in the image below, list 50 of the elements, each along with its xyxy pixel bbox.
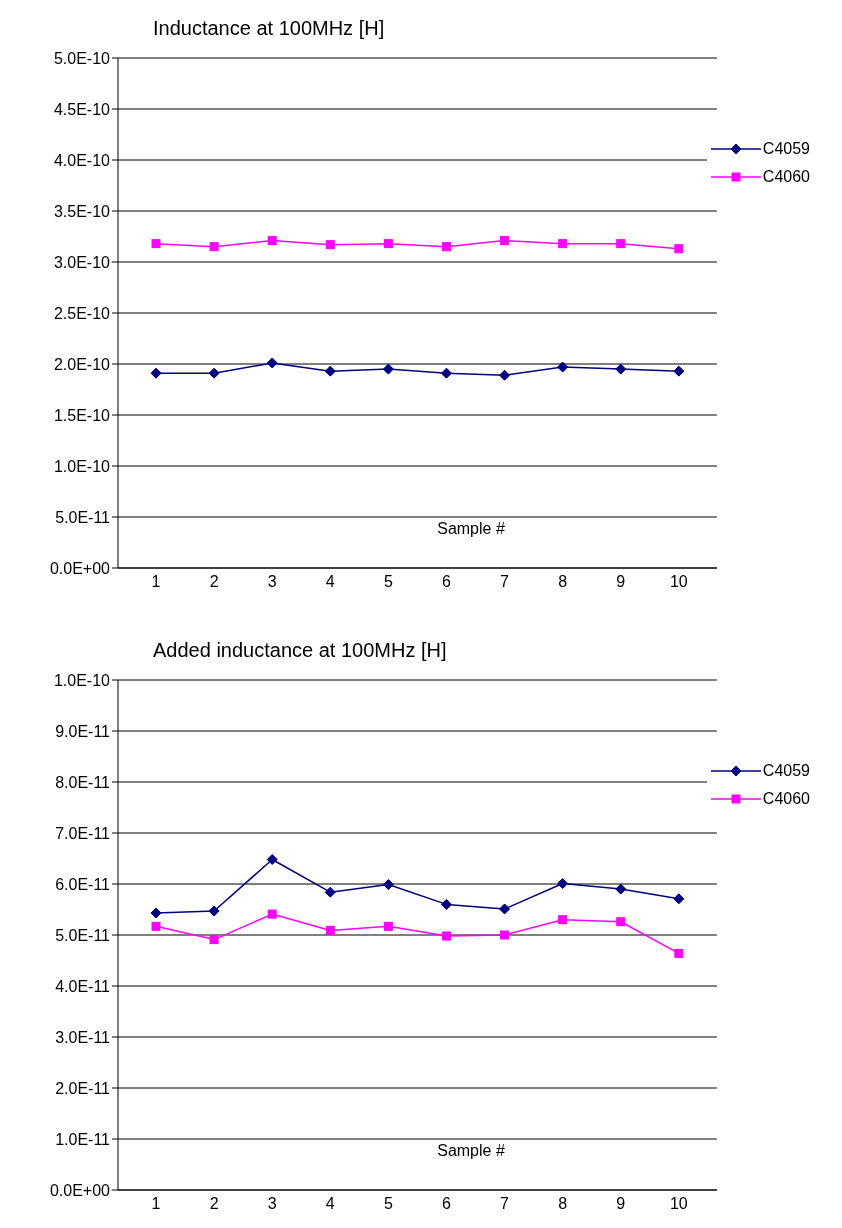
x-axis-title: Sample # <box>431 1142 511 1159</box>
y-tick-label: 2.0E-10 <box>53 355 111 373</box>
x-tick-label: 2 <box>209 1195 219 1213</box>
y-tick-label: 3.0E-10 <box>53 253 111 271</box>
x-tick-label: 4 <box>325 1195 335 1213</box>
y-tick-label: 8.0E-11 <box>55 773 111 791</box>
x-tick-label: 5 <box>383 1195 393 1213</box>
y-tick-label: 7.0E-11 <box>55 824 111 842</box>
x-tick-label: 6 <box>442 573 452 591</box>
x-tick-label: 7 <box>500 1195 510 1213</box>
y-tick-label: 9.0E-11 <box>55 722 111 740</box>
legend-label: C4060 <box>762 168 810 186</box>
y-tick-label: 1.5E-10 <box>53 406 111 424</box>
x-tick-label: 3 <box>267 573 277 591</box>
y-tick-label: 6.0E-11 <box>55 875 111 893</box>
y-tick-label: 3.0E-11 <box>55 1028 111 1046</box>
legend-label: C4059 <box>762 140 810 158</box>
y-tick-label: 3.5E-10 <box>53 202 111 220</box>
x-tick-label: 1 <box>151 573 161 591</box>
y-tick-label: 4.5E-10 <box>53 100 111 118</box>
x-axis-title: Sample # <box>431 520 511 537</box>
x-tick-label: 8 <box>558 1195 568 1213</box>
y-tick-label: 0.0E+00 <box>49 1181 111 1199</box>
x-tick-label: 2 <box>209 573 219 591</box>
y-tick-label: 2.5E-10 <box>53 304 111 322</box>
x-tick-label: 9 <box>616 573 626 591</box>
y-tick-label: 1.0E-10 <box>53 457 111 475</box>
x-tick-label: 1 <box>151 1195 161 1213</box>
y-tick-label: 1.0E-11 <box>55 1130 111 1148</box>
legend-label: C4059 <box>762 762 810 780</box>
y-tick-label: 0.0E+00 <box>49 559 111 577</box>
x-tick-label: 10 <box>669 1195 688 1213</box>
x-tick-label: 10 <box>669 573 688 591</box>
chart-title: Inductance at 100MHz [H] <box>153 16 386 41</box>
x-tick-label: 3 <box>267 1195 277 1213</box>
y-tick-label: 5.0E-11 <box>55 926 111 944</box>
y-tick-label: 2.0E-11 <box>55 1079 111 1097</box>
x-tick-label: 4 <box>325 573 335 591</box>
y-tick-label: 5.0E-10 <box>53 49 111 67</box>
x-tick-label: 6 <box>442 1195 452 1213</box>
x-tick-label: 7 <box>500 573 510 591</box>
y-tick-label: 5.0E-11 <box>55 508 111 526</box>
y-tick-label: 4.0E-10 <box>53 151 111 169</box>
chart-title: Added inductance at 100MHz [H] <box>153 638 448 663</box>
y-tick-label: 1.0E-10 <box>53 671 111 689</box>
x-tick-label: 8 <box>558 573 568 591</box>
x-tick-label: 9 <box>616 1195 626 1213</box>
x-tick-label: 5 <box>383 573 393 591</box>
legend-label: C4060 <box>762 790 810 808</box>
y-tick-label: 4.0E-11 <box>55 977 111 995</box>
